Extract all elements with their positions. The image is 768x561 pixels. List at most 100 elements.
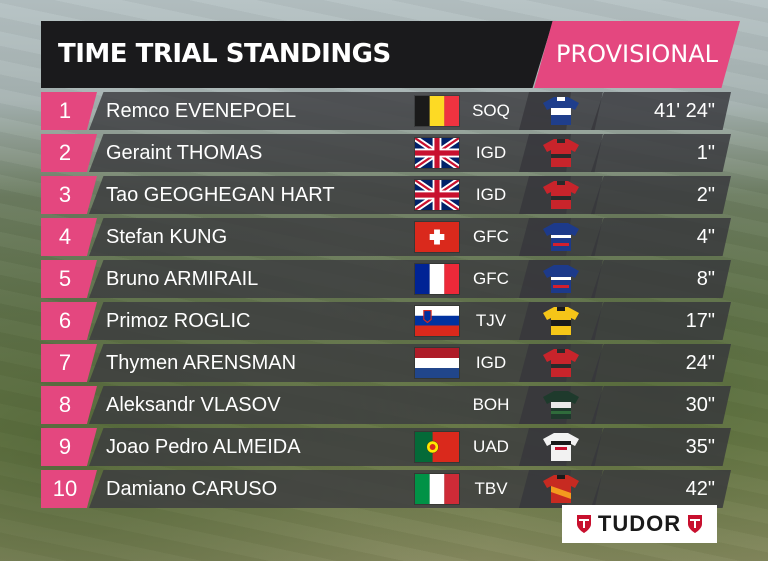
- team-code: SOQ: [472, 101, 510, 120]
- team-code: IGD: [475, 143, 507, 162]
- rider-panel: [89, 344, 571, 382]
- rider-time: 17": [685, 310, 715, 332]
- italy-flag-icon: [415, 474, 459, 504]
- team-code: TJV: [475, 311, 507, 330]
- rider-panel: [89, 92, 571, 130]
- switzerland-flag-icon: [415, 222, 459, 252]
- rank-label: 1: [58, 98, 72, 123]
- standings-row: 3 Tao GEOGHEGAN HART IGD 2": [41, 176, 731, 214]
- uae-team-emirates-jersey-icon: [543, 433, 579, 461]
- rank-cell: [41, 218, 97, 256]
- standings-row: 5 Bruno ARMIRAIL GFC 8": [41, 260, 731, 298]
- rider-panel: [89, 218, 571, 256]
- status-badge: [534, 21, 740, 88]
- soudal-quickstep-jersey-icon: [543, 97, 579, 125]
- rider-name: Aleksandr VLASOV: [106, 394, 281, 416]
- rider-time: 35": [685, 436, 715, 458]
- time-cell: [591, 218, 731, 256]
- netherlands-flag-icon: [415, 348, 459, 378]
- rank-label: 4: [58, 224, 72, 249]
- rank-cell: [41, 134, 97, 172]
- rider-name: Thymen ARENSMAN: [106, 352, 297, 374]
- portugal-flag-icon: [415, 432, 459, 462]
- rider-name: Stefan KUNG: [106, 226, 228, 248]
- time-cell: [591, 260, 731, 298]
- team-code: UAD: [473, 437, 509, 456]
- time-cell: [591, 134, 731, 172]
- rank-cell: [41, 470, 97, 508]
- rider-name: Geraint THOMAS: [106, 142, 263, 164]
- rider-panel: [89, 134, 571, 172]
- team-code: IGD: [475, 353, 507, 372]
- standings-row: 4 Stefan KUNG GFC 4": [41, 218, 731, 256]
- standings-row: 7 Thymen ARENSMAN IGD 24": [41, 344, 731, 382]
- sponsor-logo: TUDOR: [562, 505, 717, 543]
- ineos-grenadiers-jersey-icon: [543, 349, 579, 377]
- rank-cell: [41, 176, 97, 214]
- ineos-grenadiers-jersey-icon: [543, 139, 579, 167]
- jumbo-visma-jersey-icon: [543, 307, 579, 335]
- rank-label: 6: [58, 308, 72, 333]
- shield-icon: [576, 515, 591, 533]
- team-code: BOH: [472, 395, 510, 414]
- rider-time: 1": [696, 142, 715, 164]
- sponsor-name: TUDOR: [597, 511, 682, 536]
- team-code: GFC: [473, 227, 509, 246]
- rank-cell: [41, 302, 97, 340]
- rider-panel: [89, 470, 571, 508]
- rider-time: 30": [685, 394, 715, 416]
- rider-time: 41' 24": [654, 100, 715, 122]
- rider-name: Damiano CARUSO: [106, 478, 278, 500]
- rider-name: Primoz ROGLIC: [106, 310, 251, 332]
- rider-time: 2": [696, 184, 715, 206]
- groupama-fdj-jersey-icon: [543, 265, 579, 293]
- rank-cell: [41, 428, 97, 466]
- rank-label: 5: [58, 266, 72, 291]
- header-bar: [41, 21, 553, 88]
- rider-panel: [89, 260, 571, 298]
- team-code: IGD: [475, 185, 507, 204]
- rider-panel: [89, 386, 571, 424]
- rank-cell: [41, 260, 97, 298]
- standings-row: 9 Joao Pedro ALMEIDA UAD 35": [41, 428, 731, 466]
- rank-label: 10: [52, 476, 78, 501]
- rider-name: Tao GEOGHEGAN HART: [106, 184, 335, 206]
- rank-cell: [41, 344, 97, 382]
- uk-flag-icon: [415, 138, 459, 168]
- rider-panel: [89, 176, 571, 214]
- belgium-flag-icon: [415, 96, 459, 126]
- rank-label: 8: [58, 392, 72, 417]
- time-cell: [591, 302, 731, 340]
- standings-row: 8 Aleksandr VLASOV BOH 30": [41, 386, 731, 424]
- rank-label: 3: [58, 182, 72, 207]
- rider-time: 4": [696, 226, 715, 248]
- rank-cell: [41, 92, 97, 130]
- time-cell: [591, 344, 731, 382]
- shield-icon: [688, 515, 703, 533]
- rider-name: Remco EVENEPOEL: [106, 100, 297, 122]
- groupama-fdj-jersey-icon: [543, 223, 579, 251]
- time-cell: [591, 92, 731, 130]
- slovenia-flag-icon: [415, 306, 459, 336]
- ineos-grenadiers-jersey-icon: [543, 181, 579, 209]
- standings-row: 6 Primoz ROGLIC TJV 17": [41, 302, 731, 340]
- time-cell: [591, 470, 731, 508]
- rider-time: 8": [696, 268, 715, 290]
- team-code: TBV: [474, 479, 508, 498]
- status-badge-label: PROVISIONAL: [555, 40, 719, 68]
- bora-hansgrohe-jersey-icon: [543, 391, 579, 419]
- uk-flag-icon: [415, 180, 459, 210]
- rank-label: 9: [58, 434, 72, 459]
- bahrain-victorious-jersey-icon: [543, 475, 579, 503]
- rank-label: 7: [58, 350, 72, 375]
- page-title: TIME TRIAL STANDINGS: [58, 39, 391, 69]
- time-cell: [591, 428, 731, 466]
- rider-name: Joao Pedro ALMEIDA: [106, 436, 301, 458]
- standings-row: 10 Damiano CARUSO TBV 42": [41, 470, 731, 508]
- rider-time: 42": [685, 478, 715, 500]
- team-code: GFC: [473, 269, 509, 288]
- rider-panel: [89, 428, 571, 466]
- rank-label: 2: [58, 140, 72, 165]
- time-cell: [591, 176, 731, 214]
- time-cell: [591, 386, 731, 424]
